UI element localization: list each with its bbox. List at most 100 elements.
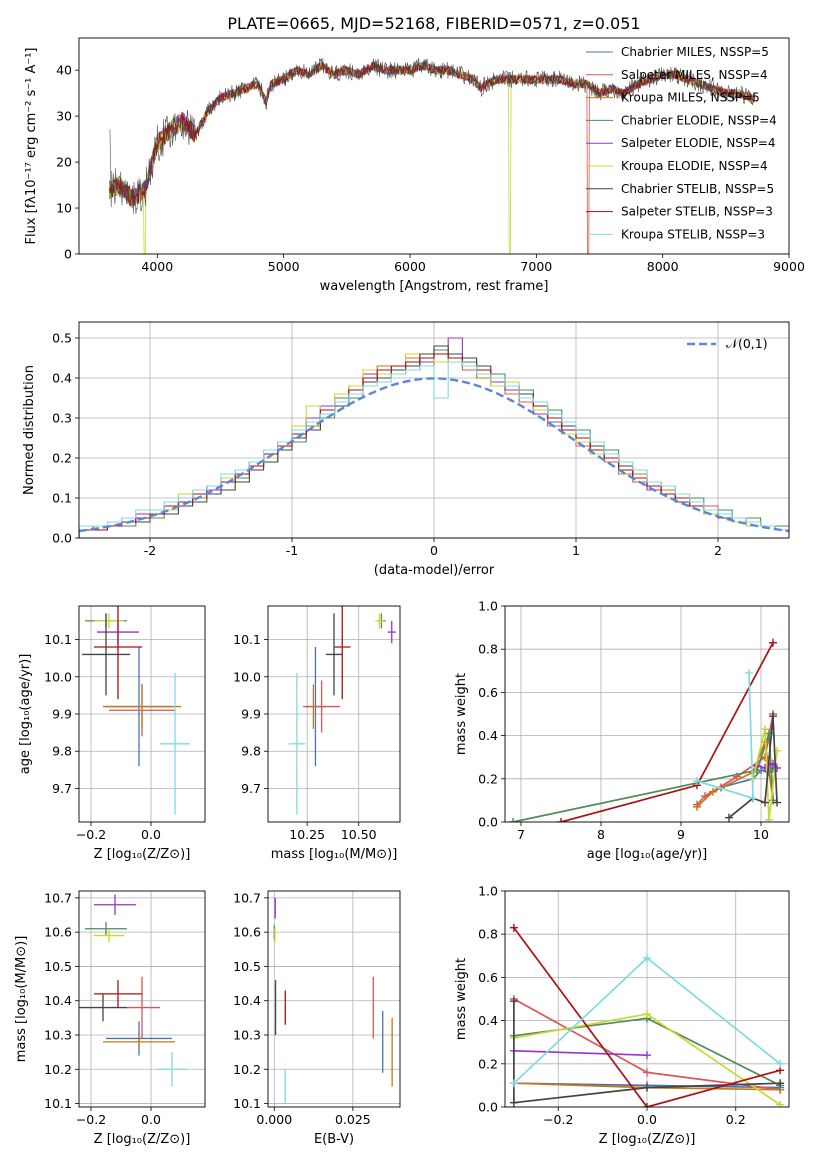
y-axis-label: age [log₁₀(age/yr)] <box>18 654 33 775</box>
x-axis-label: Z [log₁₀(Z/Z⊙)] <box>94 847 191 862</box>
axes-frame <box>78 605 206 823</box>
y-axis-label: Normed distribution <box>22 365 37 495</box>
panel-residuals: -2 -1 0 1 2 0.0 0.1 0.2 0.3 0.4 0.5 (data-model)/er… <box>22 321 790 578</box>
y-tick-label: 0.4 <box>478 728 498 743</box>
legend-label: Chabrier ELODIE, NSSP=4 <box>621 113 777 127</box>
weight-line <box>696 713 774 806</box>
plot-area <box>79 337 789 538</box>
y-tick-label: 0.2 <box>478 771 498 786</box>
y-tick-label: 10.7 <box>233 890 261 905</box>
panel-z-mass: −0.2 0.0 10.1 10.2 10.3 10.4 10.5 10.6 10.7 Z [lo… <box>14 890 206 1147</box>
y-tick-label: 0.8 <box>478 642 498 657</box>
weight-marker <box>765 815 773 822</box>
y-tick-label: 9.9 <box>241 707 261 722</box>
plot-area <box>509 923 785 1107</box>
panel-spectrum: 4000 5000 6000 7000 8000 9000 0 10 20 30 40 wavelen… <box>24 37 805 294</box>
weight-marker <box>773 798 781 807</box>
legend-label: Salpeter ELODIE, NSSP=4 <box>621 136 776 150</box>
weight-marker <box>693 776 701 785</box>
x-axis-label: (data-model)/error <box>374 563 495 578</box>
weight-marker <box>643 1051 651 1060</box>
x-tick-label: -1 <box>286 543 298 558</box>
weight-marker <box>509 1079 518 1088</box>
weight-marker <box>509 818 517 822</box>
weight-marker <box>643 1103 651 1107</box>
y-tick-label: 10.2 <box>44 1062 72 1077</box>
y-tick-label: 0.0 <box>52 531 72 546</box>
weight-marker <box>509 997 518 1006</box>
x-tick-label: 0.000 <box>256 1112 292 1127</box>
x-tick-label: 9000 <box>773 259 805 274</box>
x-axis-label: wavelength [Angstrom, rest frame] <box>320 279 549 294</box>
x-tick-label: 2 <box>714 543 722 558</box>
y-tick-label: 9.8 <box>52 744 72 759</box>
y-tick-label: 9.8 <box>241 744 261 759</box>
legend-label: Kroupa STELIB, NSSP=3 <box>621 227 765 241</box>
weight-marker <box>769 638 777 647</box>
weight-marker <box>643 1010 651 1019</box>
x-axis-label: E(B-V) <box>314 1132 354 1147</box>
legend-label: Salpeter MILES, NSSP=4 <box>621 68 768 82</box>
y-tick-label: 0.4 <box>52 371 72 386</box>
x-tick-label: 6000 <box>394 259 426 274</box>
y-tick-label: 0.1 <box>52 491 72 506</box>
weight-line <box>512 733 774 822</box>
y-tick-label: 10.3 <box>233 1028 261 1043</box>
weight-line <box>513 1001 781 1104</box>
y-tick-label: 10.5 <box>44 959 72 974</box>
y-tick-label: 40 <box>56 63 72 78</box>
axes-frame <box>78 37 790 255</box>
y-tick-label: 10 <box>56 201 72 216</box>
plot-area <box>79 894 187 1087</box>
y-tick-label: 0.4 <box>478 1013 498 1028</box>
legend-label: Kroupa ELODIE, NSSP=4 <box>621 159 768 173</box>
y-tick-label: 10.4 <box>44 993 72 1008</box>
x-tick-label: 7 <box>517 827 525 842</box>
x-tick-label: 5000 <box>268 259 300 274</box>
legend-label: Kroupa MILES, NSSP=5 <box>621 91 760 105</box>
panel-z-weight: −0.2 0.0 0.2 0.0 0.2 0.4 0.6 0.8 1.0 Z [log₁₀(Z/Z… <box>454 884 790 1147</box>
axes-frame <box>78 321 790 539</box>
y-tick-label: 0.2 <box>52 451 72 466</box>
x-axis-label: mass [log₁₀(M/M⊙)] <box>271 847 398 862</box>
x-tick-label: 0.0 <box>637 1112 657 1127</box>
legend-label: Salpeter STELIB, NSSP=3 <box>621 205 773 219</box>
axes-frame <box>504 890 790 1108</box>
y-tick-label: 10.6 <box>44 925 72 940</box>
y-axis-label: Flux [fλ10⁻¹⁷ erg cm⁻² s⁻¹ A⁻¹] <box>24 48 39 245</box>
x-tick-label: 8000 <box>647 259 679 274</box>
y-tick-label: 9.7 <box>52 781 72 796</box>
weight-marker <box>749 794 757 803</box>
y-tick-label: 10.4 <box>233 993 261 1008</box>
weight-marker <box>643 953 651 962</box>
x-tick-label: 4000 <box>141 259 173 274</box>
x-tick-label: −0.2 <box>543 1112 573 1127</box>
y-tick-label: 9.7 <box>241 781 261 796</box>
weight-marker <box>643 1083 651 1092</box>
y-axis-label: mass weight <box>454 673 469 755</box>
weight-marker <box>761 725 769 734</box>
y-tick-label: 20 <box>56 155 72 170</box>
x-axis-label: Z [log₁₀(Z/Z⊙)] <box>94 1132 191 1147</box>
plot-area <box>288 606 396 815</box>
weight-marker <box>725 813 733 822</box>
x-tick-label: -2 <box>144 543 156 558</box>
x-tick-label: 1 <box>572 543 580 558</box>
x-tick-label: 0 <box>430 543 438 558</box>
histogram-series <box>79 353 789 538</box>
x-tick-label: 10.25 <box>289 827 325 842</box>
plot-area <box>273 897 393 1104</box>
panel-mass-age: 10.25 10.50 9.7 9.8 9.9 10.0 10.1 mass [log₁₀(M… <box>233 605 401 862</box>
y-tick-label: 10.7 <box>44 890 72 905</box>
y-tick-label: 10.1 <box>233 632 261 647</box>
legend-label: 𝒩(0,1) <box>726 336 768 351</box>
x-tick-label: 7000 <box>520 259 552 274</box>
histogram-series <box>79 361 789 538</box>
y-tick-label: 0.3 <box>52 411 72 426</box>
axes-frame <box>78 890 206 1108</box>
x-tick-label: −0.2 <box>76 827 106 842</box>
spectrum-line <box>109 57 756 215</box>
weight-line <box>513 927 781 1107</box>
axes-frame <box>504 605 790 823</box>
x-tick-label: 0.025 <box>335 1112 371 1127</box>
